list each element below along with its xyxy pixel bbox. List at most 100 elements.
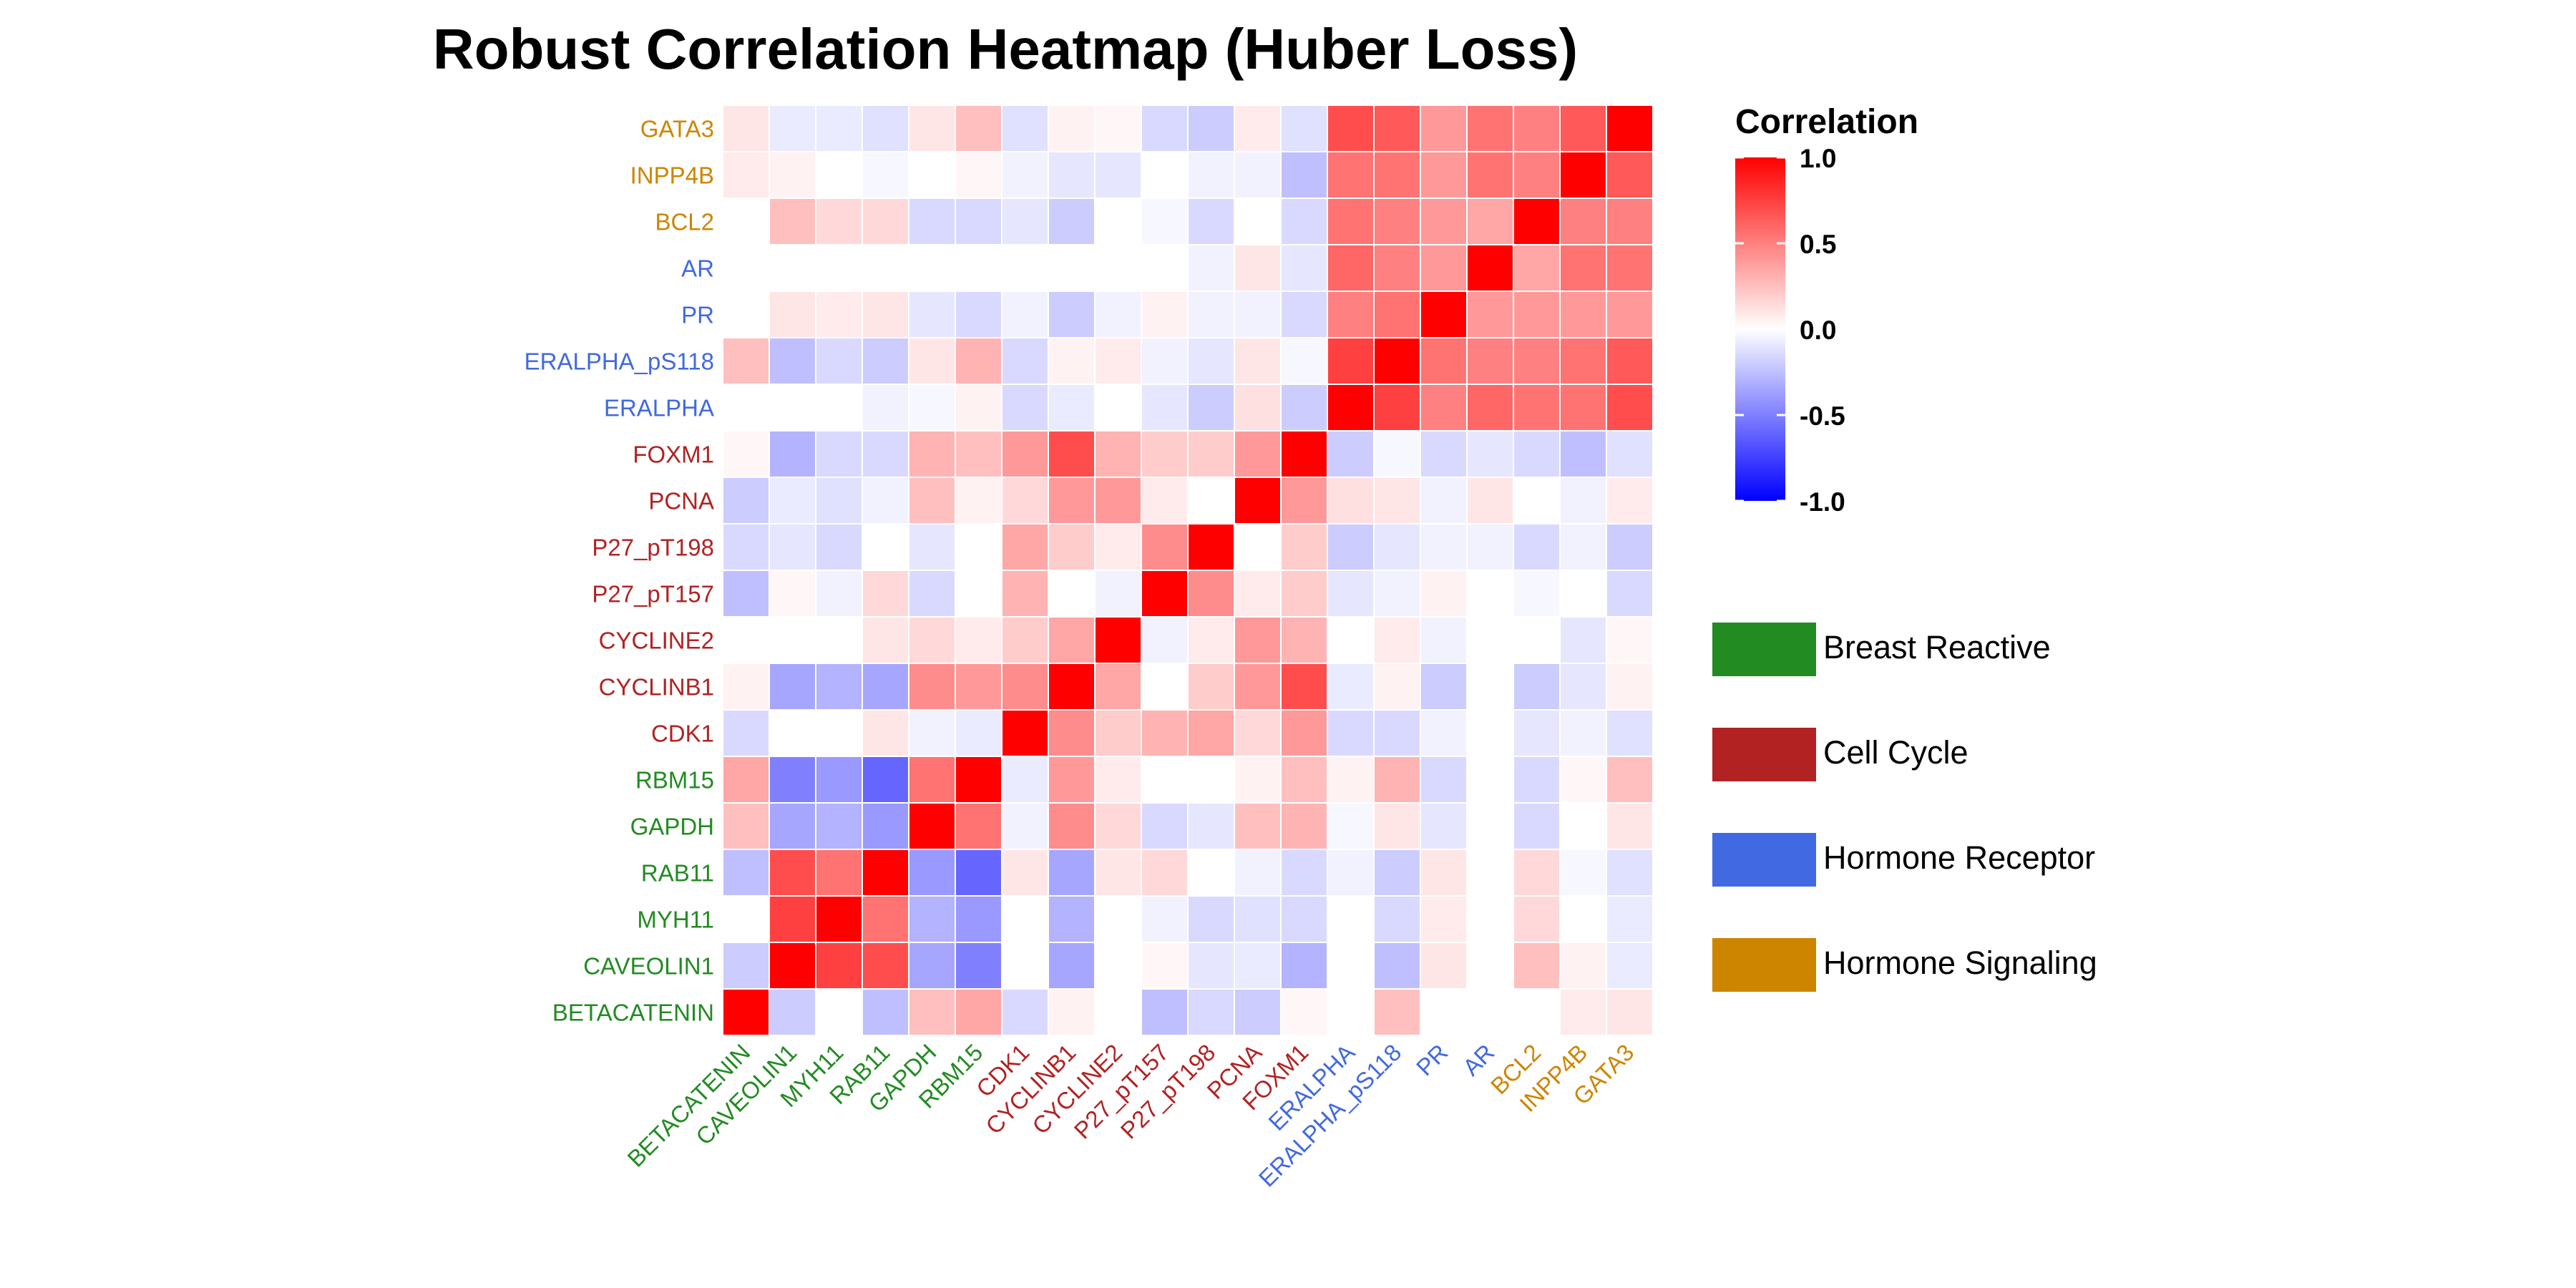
heatmap-cell [1187, 756, 1235, 804]
heatmap-cell [1513, 570, 1561, 618]
heatmap-cell [1466, 151, 1514, 199]
heatmap-cell [1327, 756, 1375, 804]
heatmap-cell [815, 849, 863, 897]
heatmap-cell [1373, 291, 1421, 338]
heatmap-cell [1001, 151, 1049, 199]
heatmap-cell [769, 663, 816, 711]
heatmap-cell [769, 151, 816, 199]
heatmap-cell [1280, 384, 1328, 431]
heatmap-cell [769, 570, 816, 618]
heatmap-cell [815, 244, 863, 292]
heatmap-cell [722, 895, 770, 943]
heatmap-cell [1048, 570, 1096, 618]
heatmap-cell [908, 477, 956, 525]
heatmap-cell [769, 337, 816, 385]
row-label: CYCLINB1 [599, 674, 714, 701]
heatmap-cell [1466, 523, 1514, 571]
heatmap-cell [722, 244, 770, 292]
heatmap-cell [1234, 430, 1282, 478]
heatmap-cell [908, 523, 956, 571]
heatmap-cell [955, 570, 1002, 618]
heatmap-cell [1280, 430, 1328, 478]
heatmap-cell [1513, 849, 1561, 897]
heatmap-cell [1466, 104, 1514, 152]
heatmap-cell [1559, 523, 1607, 571]
heatmap-cell [1373, 895, 1421, 943]
heatmap-cell [1373, 709, 1421, 757]
heatmap-cell [862, 802, 909, 850]
heatmap-cell [1001, 988, 1049, 1036]
heatmap-cell [1327, 104, 1375, 152]
heatmap-cell [1559, 151, 1607, 199]
colorbar-title: Correlation [1735, 103, 1918, 141]
heatmap-cell [1466, 849, 1514, 897]
heatmap-cell [1234, 337, 1282, 385]
heatmap-cell [1141, 197, 1189, 245]
heatmap-cell [1466, 616, 1514, 664]
heatmap-cell [1141, 663, 1189, 711]
heatmap-cell [1141, 802, 1189, 850]
heatmap-cell [908, 430, 956, 478]
heatmap-cell [1606, 197, 1654, 245]
heatmap-cell [1373, 802, 1421, 850]
heatmap-cell [955, 849, 1002, 897]
colorbar-tick-label: -1.0 [1800, 487, 1845, 517]
heatmap-cell [1001, 849, 1049, 897]
heatmap-cell [1466, 895, 1514, 943]
heatmap-cell [1513, 477, 1561, 525]
heatmap-cell [862, 384, 909, 431]
heatmap-cell [722, 197, 770, 245]
heatmap-cell [1280, 151, 1328, 199]
heatmap-cell [955, 988, 1002, 1036]
heatmap-cell [1466, 337, 1514, 385]
heatmap-cell [1187, 942, 1235, 990]
heatmap-cell [815, 988, 863, 1036]
heatmap-cell [1559, 291, 1607, 338]
heatmap-cell [1280, 477, 1328, 525]
colorbar-tick-label: -0.5 [1800, 401, 1845, 431]
heatmap-cell [955, 616, 1002, 664]
heatmap-cell [1280, 337, 1328, 385]
heatmap-cell [908, 942, 956, 990]
heatmap-cell [1187, 523, 1235, 571]
heatmap-cell [1094, 849, 1142, 897]
heatmap-cell [1373, 384, 1421, 431]
group-legend-label: Breast Reactive [1823, 629, 2051, 665]
heatmap-cell [1094, 430, 1142, 478]
heatmap-cell [1187, 104, 1235, 152]
heatmap-cell [1327, 477, 1375, 525]
heatmap-cell [1048, 104, 1096, 152]
row-label: ERALPHA_pS118 [525, 348, 714, 375]
colorbar-tick-label: 0.5 [1800, 230, 1836, 259]
chart-title: Robust Correlation Heatmap (Huber Loss) [433, 17, 1578, 81]
row-label: RBM15 [635, 767, 714, 794]
heatmap-cell [1048, 384, 1096, 431]
heatmap-cell [1559, 756, 1607, 804]
heatmap-cell [1094, 337, 1142, 385]
heatmap-cell [1559, 895, 1607, 943]
heatmap-cell [1187, 849, 1235, 897]
heatmap-cell [722, 384, 770, 431]
heatmap-cell [1234, 244, 1282, 292]
heatmap-cell [1327, 616, 1375, 664]
heatmap-cell [1234, 849, 1282, 897]
heatmap-cell [955, 244, 1002, 292]
heatmap-cell [1420, 244, 1468, 292]
heatmap-cell [862, 337, 909, 385]
heatmap-cell [1606, 709, 1654, 757]
heatmap-cell [815, 802, 863, 850]
heatmap-cell [1094, 104, 1142, 152]
heatmap-cell [862, 477, 909, 525]
heatmap-cell [1513, 337, 1561, 385]
heatmap-cell [1466, 384, 1514, 431]
heatmap-cell [1327, 430, 1375, 478]
row-label: PR [681, 302, 714, 328]
heatmap-cell [1373, 663, 1421, 711]
group-legend-label: Hormone Receptor [1823, 839, 2095, 876]
heatmap-cell [862, 197, 909, 245]
heatmap-cell [1048, 523, 1096, 571]
heatmap-cell [1234, 291, 1282, 338]
heatmap-cell [1513, 756, 1561, 804]
heatmap-cell [1048, 151, 1096, 199]
heatmap-cell [1327, 895, 1375, 943]
